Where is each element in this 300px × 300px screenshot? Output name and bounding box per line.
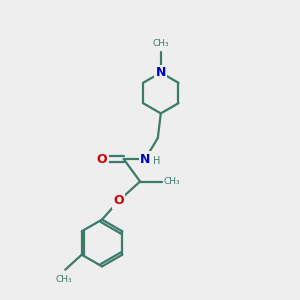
Text: CH₃: CH₃	[152, 39, 169, 48]
Text: N: N	[156, 66, 166, 79]
Text: CH₃: CH₃	[56, 275, 72, 284]
Text: CH₃: CH₃	[163, 177, 180, 186]
Text: H: H	[153, 156, 160, 167]
Text: N: N	[140, 152, 150, 166]
Text: O: O	[97, 152, 107, 166]
Text: O: O	[113, 194, 124, 208]
